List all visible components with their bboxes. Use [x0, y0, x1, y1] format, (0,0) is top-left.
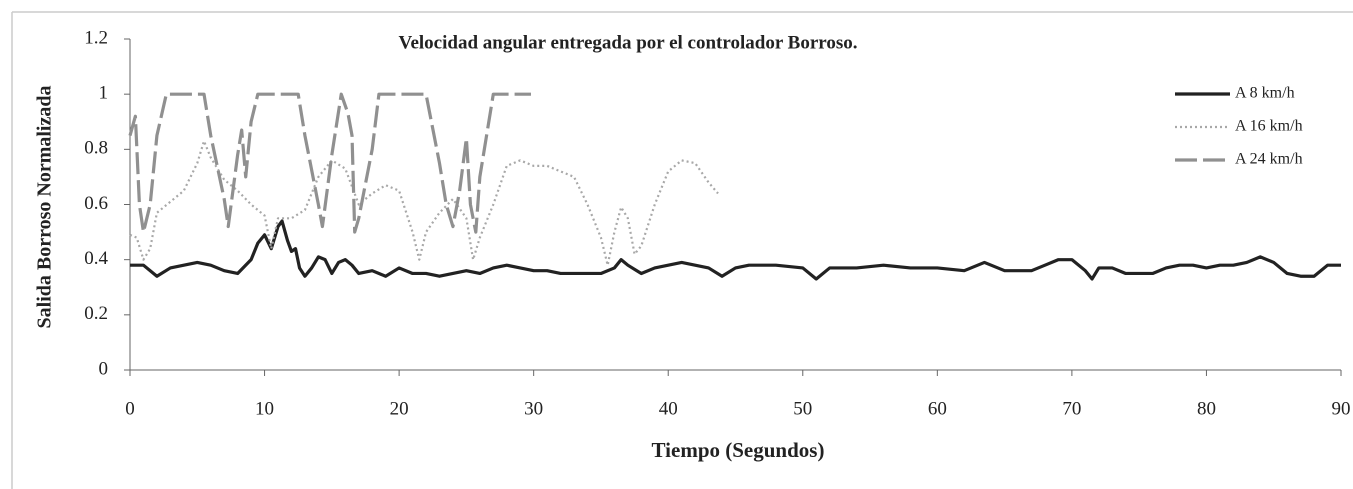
- legend-label: A 24 km/h: [1235, 151, 1303, 168]
- x-tick-label: 30: [524, 398, 543, 419]
- chart-title: Velocidad angular entregada por el contr…: [398, 32, 857, 53]
- x-tick-label: 0: [125, 398, 135, 419]
- x-tick-label: 10: [255, 398, 274, 419]
- legend-label: A 16 km/h: [1235, 118, 1303, 135]
- y-tick-label: 0.4: [84, 248, 108, 269]
- x-tick-label: 60: [928, 398, 947, 419]
- y-axis-label: Salida Borroso Normalizada: [34, 86, 56, 329]
- y-tick-label: 0.6: [84, 193, 108, 214]
- legend-label: A 8 km/h: [1235, 85, 1295, 102]
- x-axis-label: Tiempo (Segundos): [652, 438, 825, 462]
- y-tick-label: 0.8: [84, 138, 108, 159]
- x-tick-label: 70: [1062, 398, 1081, 419]
- x-tick-label: 90: [1332, 398, 1351, 419]
- x-tick-label: 80: [1197, 398, 1216, 419]
- x-tick-label: 20: [390, 398, 409, 419]
- y-tick-label: 0: [99, 358, 109, 379]
- x-tick-label: 40: [659, 398, 678, 419]
- data-line: [129, 139, 719, 267]
- y-tick-label: 0.2: [84, 303, 108, 324]
- y-tick-label: 1.2: [84, 27, 108, 48]
- data-line: [130, 219, 1341, 281]
- y-tick-label: 1: [99, 83, 109, 104]
- x-tick-label: 50: [793, 398, 812, 419]
- data-line: [128, 92, 531, 234]
